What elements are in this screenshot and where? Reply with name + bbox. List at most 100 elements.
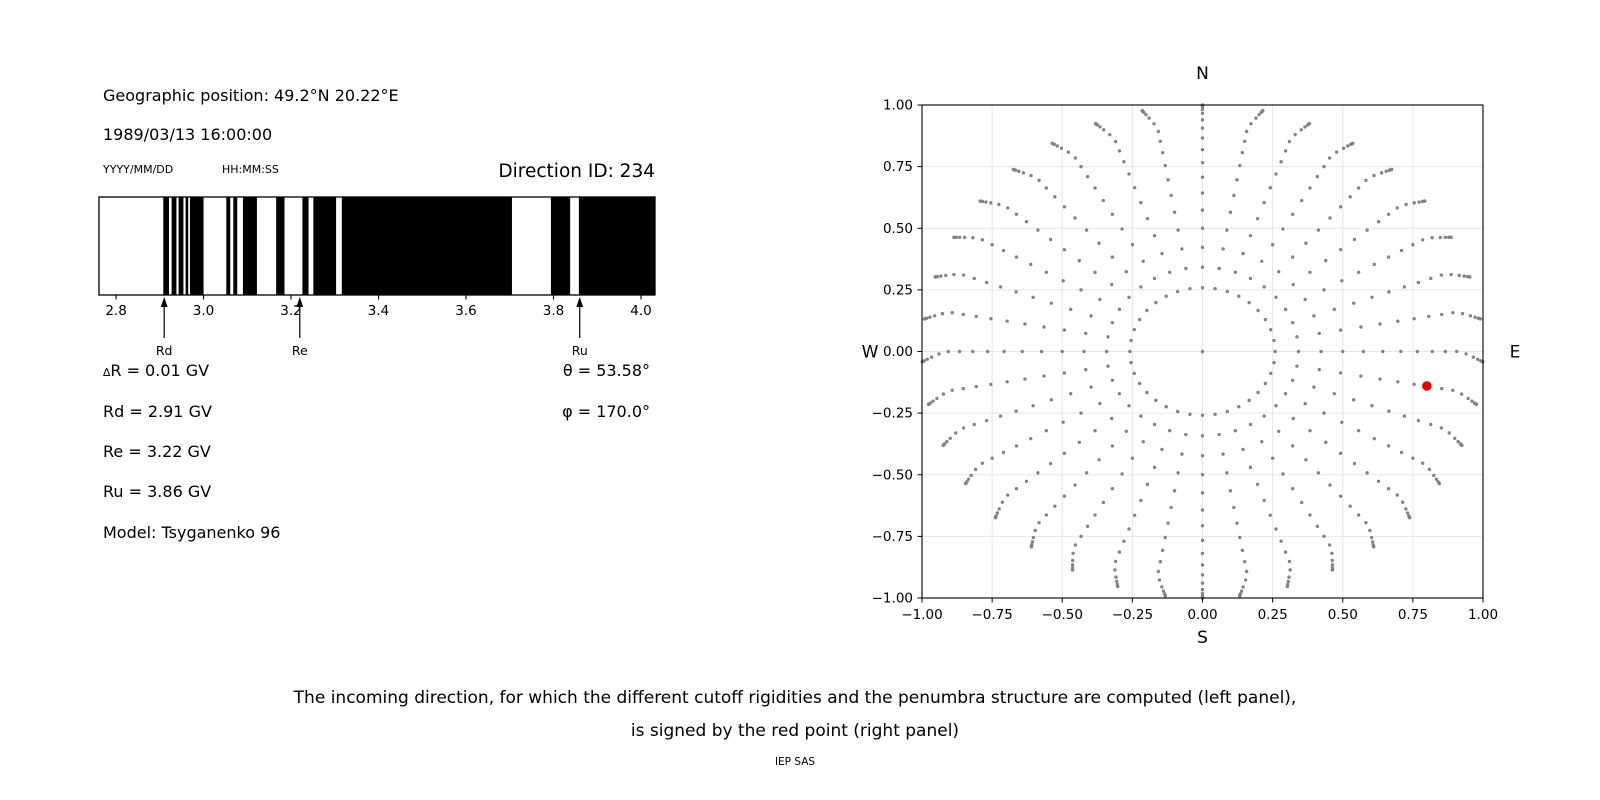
compass-east-label: E — [1510, 343, 1521, 363]
direction-dot — [1044, 429, 1049, 433]
direction-dot — [980, 238, 985, 242]
direction-dot — [1110, 487, 1115, 491]
direction-dot — [1443, 235, 1447, 240]
direction-dot — [1324, 440, 1328, 445]
direction-dot — [1071, 558, 1075, 563]
direction-dot — [1257, 112, 1261, 117]
direction-dot — [1200, 126, 1205, 130]
direction-dot — [1451, 388, 1455, 392]
direction-dot — [1263, 381, 1268, 386]
direction-dot — [1049, 398, 1054, 402]
direction-dot — [1248, 422, 1253, 427]
direction-dot — [1005, 380, 1009, 384]
direction-dot — [1048, 237, 1053, 242]
direction-dot — [1145, 390, 1149, 395]
direction-dot — [1062, 205, 1067, 209]
direction-dot — [1115, 579, 1119, 584]
direction-dot — [1308, 513, 1312, 517]
direction-dot — [1110, 320, 1115, 325]
penumbra-plot: 2.8 3.0 3.2 3.4 3.6 3.8 4.0Rd Re Ru — [98, 196, 656, 358]
direction-dot — [1437, 481, 1442, 486]
x-tick-label: 1.00 — [1468, 607, 1498, 623]
direction-dot — [1137, 317, 1142, 322]
direction-dot — [1127, 172, 1131, 176]
direction-dot — [1365, 471, 1369, 475]
direction-dot — [1293, 132, 1297, 137]
direction-dot — [1005, 319, 1009, 323]
direction-dot — [1255, 216, 1260, 221]
cutoff-arrow-label: Re — [292, 343, 308, 358]
direction-dot — [1084, 331, 1088, 336]
direction-dot — [962, 235, 967, 240]
direction-dot — [1031, 535, 1036, 540]
direction-dot — [1163, 594, 1168, 598]
direction-dot — [1128, 349, 1132, 354]
direction-dot — [1356, 513, 1361, 517]
direction-dot — [1200, 160, 1205, 165]
direction-dot — [1303, 125, 1307, 129]
direction-dot — [954, 431, 958, 435]
direction-dot — [1429, 276, 1433, 281]
direction-dot — [1098, 297, 1102, 302]
direction-dot — [1328, 483, 1332, 487]
direction-dot — [1160, 548, 1165, 553]
x-tick-label: 4.0 — [630, 303, 651, 319]
direction-dot — [1290, 378, 1295, 383]
direction-dot — [1031, 295, 1035, 300]
direction-dot — [990, 456, 994, 460]
direction-dot — [1322, 288, 1326, 292]
x-tick-label: 3.4 — [368, 303, 389, 319]
direction-dot — [1115, 584, 1120, 589]
direction-dot — [958, 235, 962, 240]
direction-dot — [945, 439, 949, 444]
direction-dot — [1030, 540, 1035, 544]
direction-dot — [1140, 109, 1144, 113]
direction-dot — [1062, 371, 1067, 375]
direction-dot — [1029, 173, 1033, 178]
direction-dot — [1141, 440, 1145, 444]
direction-dot — [1455, 349, 1459, 354]
direction-dot — [1386, 487, 1391, 491]
geographic-position-label: Geographic position: 49.2°N 20.22°E — [103, 86, 399, 105]
direction-dot — [1268, 513, 1273, 517]
direction-dot — [1180, 452, 1184, 456]
direction-dot — [1200, 508, 1205, 512]
direction-dot — [1036, 471, 1040, 475]
direction-dot — [1039, 349, 1044, 354]
direction-dot — [1287, 559, 1292, 564]
direction-dot — [1169, 505, 1173, 510]
direction-dot — [1372, 173, 1376, 178]
direction-dot — [997, 507, 1001, 511]
direction-dot — [1327, 543, 1332, 547]
direction-dot — [1399, 248, 1404, 253]
direction-dot — [1127, 295, 1131, 300]
theta-value: θ = 53.58° — [562, 361, 650, 380]
direction-dot — [937, 352, 941, 356]
direction-dot — [1200, 286, 1205, 290]
direction-dot — [1324, 258, 1328, 263]
direction-dot — [1225, 409, 1230, 414]
direction-dot — [1144, 112, 1148, 117]
direction-dot — [952, 272, 956, 277]
direction-dot — [1139, 200, 1143, 205]
direction-dot — [1233, 429, 1238, 433]
direction-dot — [1166, 521, 1170, 525]
direction-dot — [1157, 578, 1162, 582]
direction-dot — [998, 414, 1003, 418]
direction-dot — [1109, 416, 1114, 421]
direction-dot — [1137, 381, 1142, 386]
direction-dot — [1073, 543, 1078, 547]
direction-dot — [1453, 436, 1457, 440]
direction-dot — [1338, 247, 1343, 252]
direction-dot — [1447, 431, 1451, 435]
direction-dot — [1330, 551, 1334, 555]
direction-dot — [1000, 500, 1005, 504]
direction-dot — [1042, 374, 1046, 378]
direction-dot — [1307, 121, 1312, 126]
direction-dot — [1322, 164, 1326, 169]
direction-dot — [1317, 367, 1321, 372]
direction-dot — [1256, 308, 1260, 313]
direction-dot — [1184, 432, 1188, 437]
direction-dot — [1073, 156, 1078, 160]
direction-dot — [952, 235, 956, 239]
